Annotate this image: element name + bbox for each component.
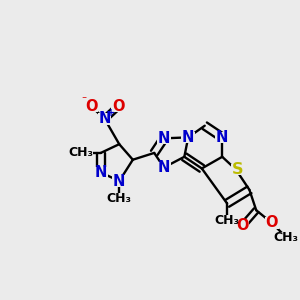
Text: N: N (113, 174, 125, 189)
Text: N: N (158, 131, 170, 146)
FancyBboxPatch shape (98, 113, 112, 125)
FancyBboxPatch shape (108, 193, 131, 204)
Text: N: N (158, 160, 170, 175)
Text: CH₃: CH₃ (107, 192, 132, 205)
FancyBboxPatch shape (157, 133, 171, 144)
Text: O: O (266, 215, 278, 230)
Text: ⁻: ⁻ (82, 95, 87, 105)
FancyBboxPatch shape (70, 147, 93, 159)
FancyBboxPatch shape (231, 164, 244, 175)
Text: CH₃: CH₃ (69, 146, 94, 159)
Text: N: N (216, 130, 228, 145)
FancyBboxPatch shape (157, 162, 171, 173)
Text: CH₃: CH₃ (274, 231, 299, 244)
Text: O: O (112, 99, 124, 114)
Text: N: N (94, 165, 107, 180)
Text: S: S (232, 162, 244, 177)
FancyBboxPatch shape (112, 100, 125, 112)
FancyBboxPatch shape (182, 131, 195, 143)
FancyBboxPatch shape (215, 215, 239, 227)
FancyBboxPatch shape (84, 100, 98, 112)
Text: O: O (85, 99, 97, 114)
FancyBboxPatch shape (275, 232, 298, 243)
FancyBboxPatch shape (112, 175, 126, 187)
Text: N: N (98, 111, 111, 126)
Text: O: O (236, 218, 249, 233)
Text: +: + (107, 108, 116, 118)
Text: CH₃: CH₃ (214, 214, 240, 227)
FancyBboxPatch shape (94, 167, 108, 178)
FancyBboxPatch shape (236, 220, 249, 232)
FancyBboxPatch shape (265, 217, 279, 229)
FancyBboxPatch shape (215, 131, 229, 143)
Text: N: N (182, 130, 194, 145)
